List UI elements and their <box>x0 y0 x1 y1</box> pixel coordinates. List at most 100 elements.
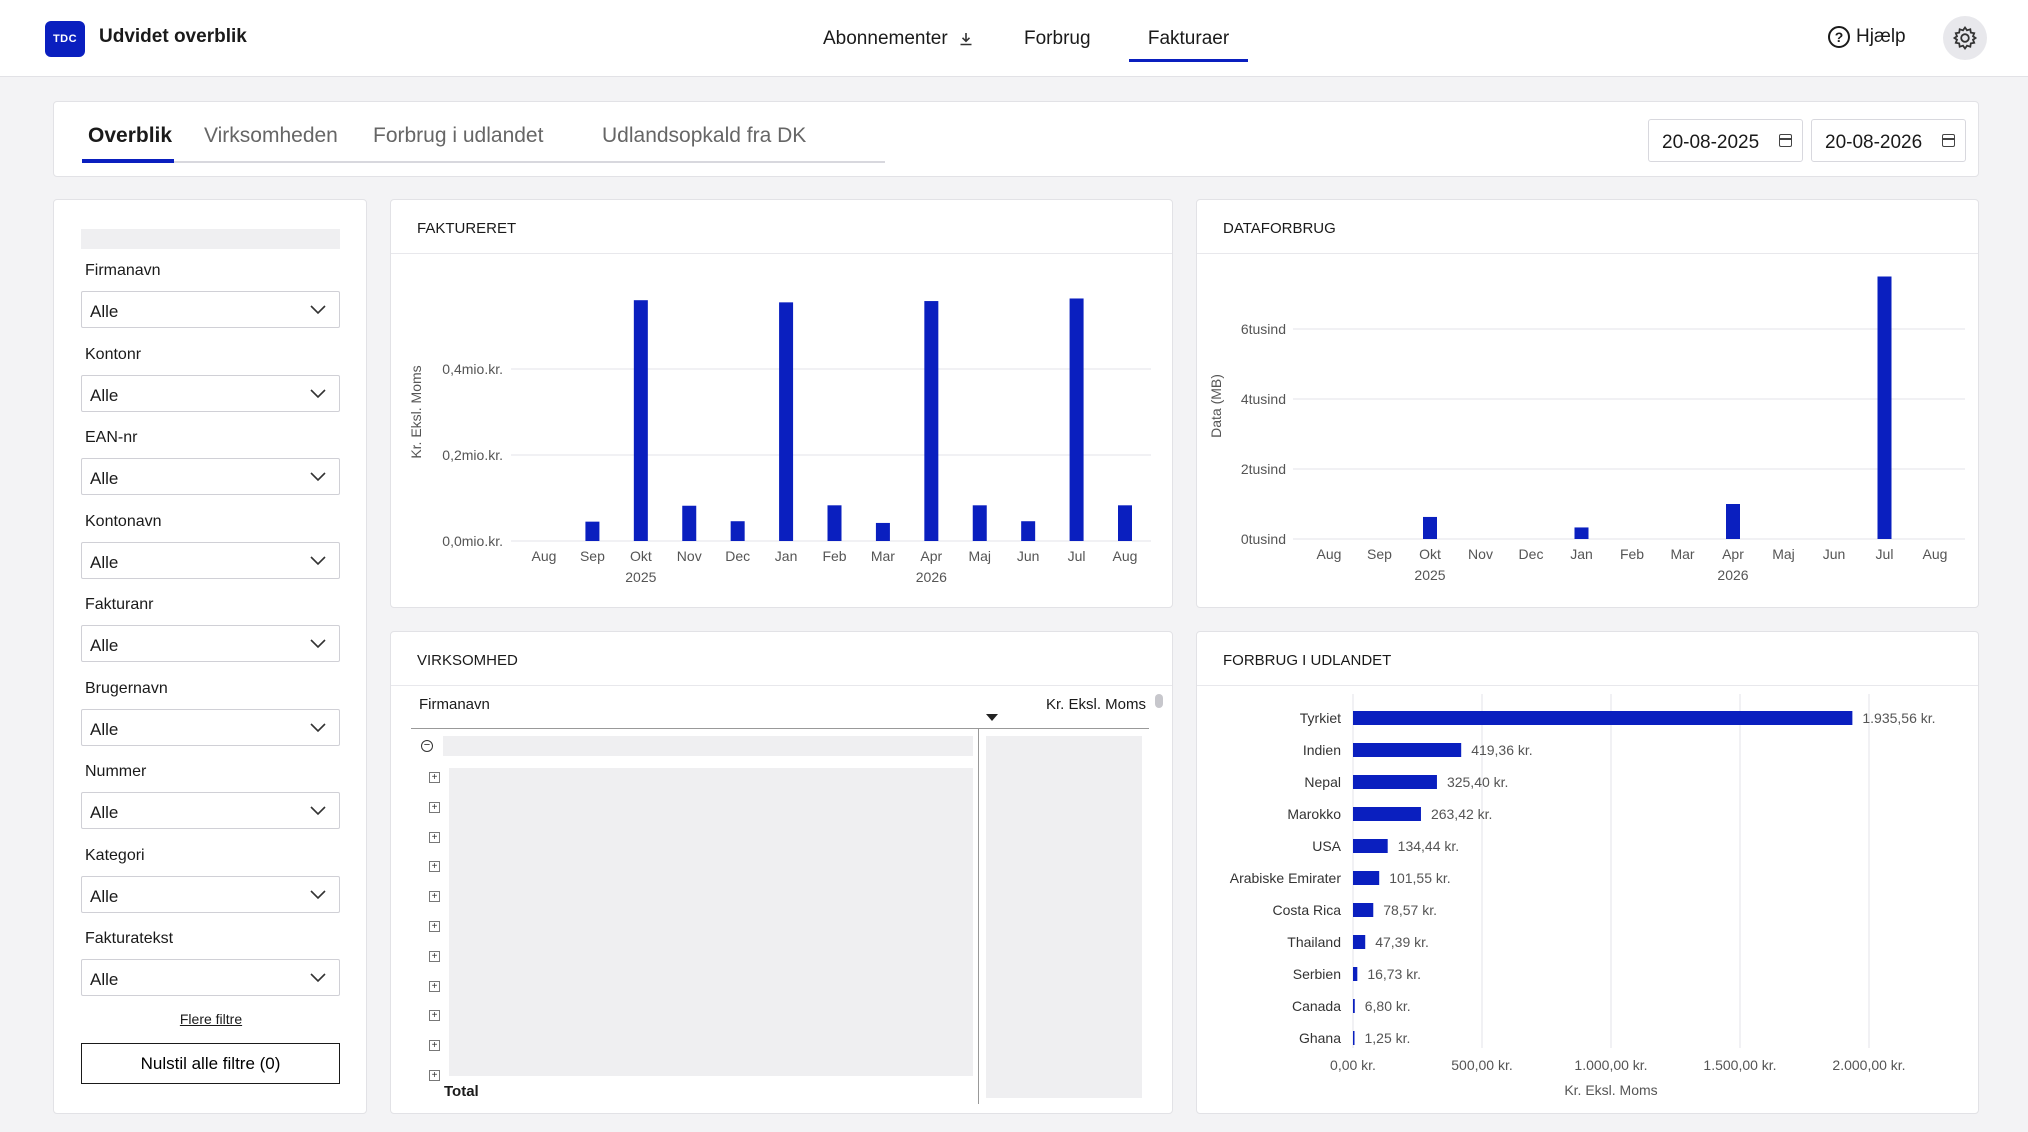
x-tick-label: Maj <box>1772 546 1795 562</box>
nav-abonnementer[interactable]: Abonnementer <box>823 0 974 77</box>
udland-chart: 0,00 kr. 500,00 kr. 1.000,00 kr. 1.500,00 k… <box>1230 694 1936 1098</box>
card-title: FAKTURERET <box>391 200 1172 254</box>
bar <box>1353 743 1462 757</box>
tab-virksomheden[interactable]: Virksomheden <box>204 124 338 147</box>
filter-select[interactable]: Alle <box>81 708 340 746</box>
bar <box>779 302 794 541</box>
loading-placeholder <box>443 736 973 756</box>
data-label: 101,55 kr. <box>1389 870 1451 886</box>
loading-placeholder <box>81 229 340 249</box>
x-tick-label: Aug <box>1317 546 1342 562</box>
x-tick-label: Aug <box>1923 546 1948 562</box>
x-year-label: 2026 <box>1717 567 1748 583</box>
data-label: 134,44 kr. <box>1398 838 1460 854</box>
app-title: Udvidet overblik <box>99 26 247 47</box>
top-bar: TDC Udvidet overblik Abonnementer Forbru… <box>0 0 2028 77</box>
bar <box>1069 298 1084 541</box>
y-tick-label: Tyrkiet <box>1300 710 1341 726</box>
y-tick-label: Thailand <box>1287 934 1341 950</box>
bar <box>1726 504 1740 539</box>
x-year-label: 2026 <box>916 569 947 585</box>
expand-row-icon[interactable]: + <box>429 801 440 813</box>
tdc-logo[interactable]: TDC <box>45 21 85 57</box>
reset-filters-button[interactable]: Nulstil alle filtre (0) <box>81 1043 340 1084</box>
y-axis-label: Kr. Eksl. Moms <box>408 365 424 458</box>
col-header-firmanavn[interactable]: Firmanavn <box>419 696 490 713</box>
calendar-icon[interactable] <box>1779 134 1792 147</box>
filter-label: Firmanavn <box>85 262 161 279</box>
date-to-field[interactable]: 20-08-2026 <box>1811 119 1966 162</box>
chevron-down-icon <box>310 305 326 315</box>
tab-forbrug-i-udlandet[interactable]: Forbrug i udlandet <box>373 124 544 147</box>
expand-row-icon[interactable]: + <box>429 1010 440 1022</box>
filter-select[interactable]: Alle <box>81 374 340 412</box>
table-header-divider <box>411 728 1149 729</box>
filter-select[interactable]: Alle <box>81 625 340 662</box>
bar <box>1353 903 1374 917</box>
bar <box>875 522 890 541</box>
expand-row-icon[interactable]: + <box>429 891 440 903</box>
nav-forbrug[interactable]: Forbrug <box>1024 0 1091 77</box>
expand-row-icon[interactable]: + <box>429 950 440 962</box>
chevron-down-icon <box>310 472 326 482</box>
nav-active-indicator <box>1129 59 1248 62</box>
expand-row-icon[interactable]: + <box>429 980 440 992</box>
y-tick-label: 6tusind <box>1241 321 1286 337</box>
bar <box>1353 871 1380 885</box>
card-title: VIRKSOMHED <box>391 632 1172 686</box>
y-tick-label: Canada <box>1292 998 1341 1014</box>
chevron-down-icon <box>310 388 326 398</box>
filter-label: Fakturatekst <box>85 930 174 947</box>
settings-button[interactable] <box>1943 16 1987 60</box>
nav-fakturaer[interactable]: Fakturaer <box>1129 0 1248 77</box>
col-header-amount[interactable]: Kr. Eksl. Moms <box>1046 696 1147 713</box>
expand-row-icon[interactable]: + <box>429 772 440 783</box>
filter-select[interactable]: Alle <box>81 458 340 495</box>
y-tick-label: Arabiske Emirater <box>1230 870 1342 886</box>
y-tick-label: Costa Rica <box>1273 902 1342 918</box>
table-total-label: Total <box>444 1083 479 1100</box>
virksomhed-card: VIRKSOMHED Firmanavn Kr. Eksl. Moms − + +… <box>390 631 1173 1114</box>
filter-label: EAN-nr <box>85 429 138 446</box>
bar <box>1877 276 1892 539</box>
collapse-icon[interactable]: − <box>421 740 433 752</box>
x-tick-label: Sep <box>1367 546 1392 562</box>
y-tick-label: 2tusind <box>1241 461 1286 477</box>
filter-select[interactable]: Alle <box>81 875 340 913</box>
filter-select[interactable]: Alle <box>81 291 340 328</box>
bar <box>1353 711 1853 725</box>
date-from-field[interactable]: 20-08-2025 <box>1648 119 1803 162</box>
help-link[interactable]: ? Hjælp <box>1828 26 1906 48</box>
filter-select[interactable]: Alle <box>81 792 340 829</box>
data-label: 6,80 kr. <box>1365 998 1411 1014</box>
y-tick-label: 0,0mio.kr. <box>442 533 503 549</box>
tab-overblik[interactable]: Overblik <box>88 124 173 147</box>
more-filters-link[interactable]: Flere filtre <box>179 1011 243 1027</box>
expand-row-icon[interactable]: + <box>429 1040 440 1052</box>
x-tick-label: Okt <box>630 548 652 564</box>
chevron-down-icon <box>310 639 326 649</box>
filter-select[interactable]: Alle <box>81 541 340 579</box>
filter-select[interactable]: Alle <box>81 959 340 996</box>
y-tick-label: 0,2mio.kr. <box>442 447 503 463</box>
expand-row-icon[interactable]: + <box>429 1070 440 1081</box>
x-tick-label: Jun <box>1017 548 1040 564</box>
expand-row-icon[interactable]: + <box>429 861 440 873</box>
dataforbrug-card: DATAFORBRUG 0tusind 2tusind 4tusind 6tusind… <box>1196 199 1979 608</box>
expand-row-icon[interactable]: + <box>429 831 440 843</box>
table-scrollbar[interactable] <box>1155 694 1163 708</box>
bar <box>730 521 745 541</box>
expand-row-icon[interactable]: + <box>429 921 440 932</box>
help-label: Hjælp <box>1856 26 1906 47</box>
sort-desc-icon[interactable] <box>986 714 998 721</box>
nav-fakturaer-label: Fakturaer <box>1147 27 1230 49</box>
y-tick-label: 0,4mio.kr. <box>442 361 503 377</box>
tab-active-indicator <box>82 159 174 163</box>
bar <box>633 300 648 541</box>
y-tick-label: USA <box>1312 838 1341 854</box>
tab-udlandsopkald-fra-dk[interactable]: Udlandsopkald fra DK <box>602 124 807 147</box>
loading-placeholder <box>449 768 973 1076</box>
calendar-icon[interactable] <box>1942 134 1955 147</box>
x-tick-label: Dec <box>725 548 750 564</box>
x-tick-label: Jul <box>1068 548 1086 564</box>
